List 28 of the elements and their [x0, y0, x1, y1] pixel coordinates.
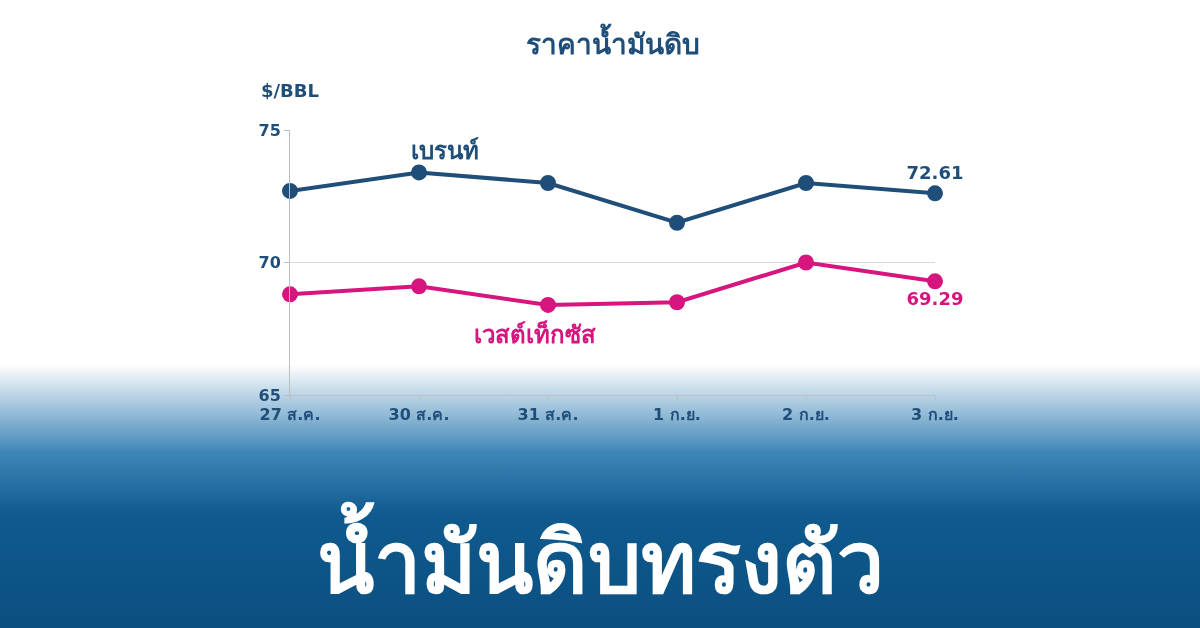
text: น้ำมันดิบทรงตัว [315, 500, 885, 614]
x-tick-label: 30 ส.ค. [388, 405, 450, 425]
point [540, 175, 556, 191]
point [282, 182, 298, 199]
x-tick-label: 31 ส.ค. [517, 405, 579, 425]
series-label: เวสต์เท็กซัส [474, 320, 596, 349]
y-tick-label: 70 [258, 253, 281, 273]
x-tick-label: 27 ส.ค. [259, 405, 321, 425]
x-tick-label: 2 ก.ย. [782, 405, 830, 425]
point [798, 175, 814, 191]
point [411, 278, 427, 295]
x-tick-label: 3 ก.ย. [911, 405, 959, 425]
point [411, 164, 427, 181]
point [669, 214, 685, 231]
x-tick-label: 1 ก.ย. [653, 405, 701, 425]
y-tick-label: 65 [258, 385, 281, 405]
point [282, 286, 298, 303]
data-label: 72.61 [906, 162, 964, 184]
point [927, 273, 943, 290]
series-label: เบรนท์ [411, 137, 479, 165]
data-label: 69.29 [906, 287, 964, 309]
point [798, 254, 814, 271]
y-axis-title: $/BBL [261, 80, 320, 101]
point [540, 296, 556, 313]
chart-title: ราคาน้ำมันดิบ [525, 22, 700, 61]
point [927, 185, 943, 202]
point [669, 294, 685, 311]
y-tick-label: 75 [258, 120, 281, 140]
